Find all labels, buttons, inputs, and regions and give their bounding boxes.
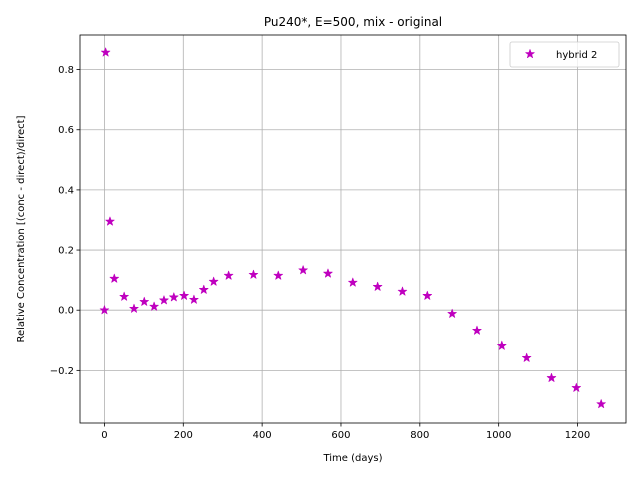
data-point <box>223 270 234 280</box>
y-axis-label: Relative Concentration [(conc - direct)/… <box>16 115 27 342</box>
data-point <box>372 281 383 291</box>
data-point <box>105 216 115 226</box>
x-axis-label: Time (days) <box>322 453 382 464</box>
ticks: 0 200 400 600 800 1000 1200 −0.2 0.0 0.2 0.4 0.6 0.8 <box>50 65 591 441</box>
data-point <box>159 295 169 305</box>
y-tick-label: 0.6 <box>58 125 74 136</box>
x-tick-label: 200 <box>174 430 193 441</box>
chart-title: Pu240*, E=500, mix - original <box>264 15 442 29</box>
x-tick-label: 600 <box>331 430 350 441</box>
data-point <box>497 340 507 350</box>
x-tick-label: 800 <box>410 430 429 441</box>
data-point <box>397 286 408 296</box>
x-tick-label: 0 <box>101 430 107 441</box>
x-tick-label: 1000 <box>486 430 511 441</box>
x-tick-label: 1200 <box>565 430 590 441</box>
data-point <box>169 292 179 302</box>
data-points <box>99 47 606 409</box>
y-tick-label: 0.4 <box>58 185 74 196</box>
data-point <box>521 352 532 362</box>
data-point <box>472 325 482 335</box>
data-point <box>100 47 111 57</box>
x-tick-label: 400 <box>253 430 272 441</box>
legend-box <box>509 41 620 68</box>
legend-star-marker <box>525 49 535 59</box>
data-point <box>248 269 259 279</box>
y-tick-label: 0.2 <box>58 246 74 257</box>
data-point <box>139 296 149 306</box>
legend-label: hybrid 2 <box>556 50 597 61</box>
y-tick-label: 0.0 <box>58 306 74 317</box>
data-point <box>571 382 581 392</box>
data-point <box>109 273 119 283</box>
data-point <box>546 372 557 382</box>
data-point <box>119 291 129 301</box>
data-point <box>208 276 219 286</box>
data-point <box>348 277 358 287</box>
data-point <box>149 301 159 311</box>
legend: hybrid 2 <box>509 41 620 68</box>
data-point <box>323 268 333 278</box>
grid <box>80 35 626 423</box>
data-point <box>189 294 199 304</box>
axes-frame <box>79 34 627 424</box>
data-point <box>129 303 139 313</box>
data-point <box>596 399 606 409</box>
data-point <box>199 284 209 294</box>
data-point <box>179 290 189 300</box>
legend-marker <box>525 49 535 59</box>
data-point <box>99 305 110 315</box>
y-tick-label: 0.8 <box>58 65 74 76</box>
y-tick-label: −0.2 <box>50 366 74 377</box>
data-point <box>298 265 308 275</box>
data-point <box>447 308 457 318</box>
data-point <box>273 270 283 280</box>
data-point <box>422 290 432 300</box>
